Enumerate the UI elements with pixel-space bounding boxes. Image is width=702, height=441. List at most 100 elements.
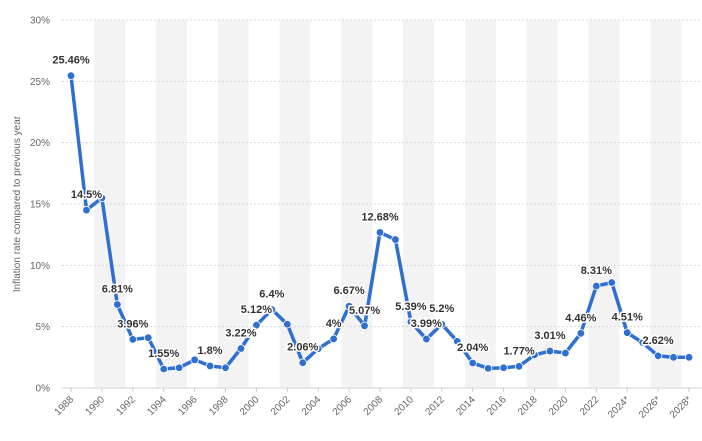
data-point [391, 235, 400, 244]
data-point [283, 320, 292, 329]
data-point [468, 358, 477, 368]
data-point [190, 355, 199, 364]
x-tick-label: 1998 [207, 394, 231, 418]
data-label: 4.46% [565, 312, 596, 324]
data-label: 6.67% [333, 285, 364, 297]
x-tick-label: 2014 [454, 394, 478, 418]
data-point [592, 281, 601, 291]
data-label: 3.22% [225, 328, 256, 340]
x-tick-label: 2020 [547, 394, 571, 418]
x-tick-label: 2000 [238, 394, 262, 418]
data-point [221, 363, 230, 372]
data-point [684, 353, 694, 362]
data-point [530, 350, 539, 360]
data-label: 4% [326, 318, 342, 330]
data-point [174, 363, 184, 372]
data-point [453, 337, 462, 346]
x-tick-label: 2012 [423, 394, 447, 418]
x-tick-label: 1992 [114, 394, 138, 418]
x-tick-label: 2016 [485, 394, 509, 418]
gridlines [62, 19, 702, 389]
data-label: 2.04% [457, 342, 488, 354]
data-label: 3.99% [411, 318, 442, 330]
y-tick-label: 25% [30, 77, 50, 88]
x-tick-label: 2008 [362, 394, 386, 418]
x-tick-label: 2028* [668, 394, 694, 420]
data-point [252, 320, 261, 330]
data-points [66, 71, 694, 374]
data-label: 5.07% [349, 305, 380, 317]
data-point [545, 346, 555, 356]
data-label: 12.68% [361, 211, 399, 223]
data-point [205, 361, 215, 371]
data-point [576, 329, 586, 338]
y-tick-label: 15% [30, 200, 50, 211]
data-point [669, 353, 678, 362]
y-tick-label: 5% [36, 322, 51, 333]
data-label: 25.46% [52, 55, 90, 67]
data-point [406, 317, 416, 327]
data-point [144, 333, 153, 342]
x-tick-label: 2010 [393, 394, 417, 418]
x-tick-label: 2022 [578, 394, 602, 418]
y-tick-label: 30% [30, 16, 50, 27]
x-tick-label: 2024* [606, 394, 632, 420]
x-axis-ticks: 1988 1990 1992 1994 1996 1998 2000 2002 2004 2006… [53, 388, 694, 421]
data-point [437, 320, 446, 329]
data-point [66, 71, 76, 80]
x-tick-label: 1988 [53, 394, 77, 418]
data-point [113, 300, 122, 309]
data-label: 8.31% [581, 265, 612, 277]
data-point [128, 335, 137, 344]
data-point [97, 193, 107, 203]
data-point [422, 334, 431, 344]
data-label: 14.5% [71, 189, 102, 201]
data-point [314, 344, 323, 353]
data-label: 1.8% [198, 345, 223, 357]
data-label: 5.39% [395, 301, 426, 313]
data-label: 5.12% [241, 304, 272, 316]
data-label: 6.81% [102, 283, 133, 295]
data-point [653, 351, 663, 361]
y-tick-label: 0% [36, 384, 51, 395]
data-point [360, 321, 369, 331]
data-label: 1.55% [148, 348, 179, 360]
data-label: 5.2% [429, 303, 454, 315]
data-point [159, 364, 168, 374]
y-axis-ticks: 0% 5% 10% 15% 20% 25% 30% [30, 16, 50, 395]
data-point [329, 334, 338, 344]
data-point [638, 338, 647, 347]
y-axis-label: Inflation rate compared to previous year [12, 115, 23, 292]
data-label: 1.77% [503, 345, 534, 357]
data-labels: 25.46% 14.5% 6.81% 3.96% 1.55% 1.8%3.22% 5.12%… [51, 53, 676, 361]
data-point [267, 305, 277, 314]
x-tick-label: 1990 [84, 394, 108, 418]
x-tick-label: 1996 [176, 394, 200, 418]
data-label: 2.06% [287, 342, 318, 354]
data-point [607, 278, 616, 287]
x-tick-label: 2026* [637, 394, 663, 420]
data-point [514, 362, 524, 371]
data-point [561, 348, 570, 358]
data-point [499, 363, 508, 372]
data-label: 3.96% [117, 318, 148, 330]
data-point [623, 328, 632, 337]
data-point [236, 344, 246, 353]
data-point [82, 205, 91, 215]
data-point [483, 364, 493, 373]
data-label: 2.62% [642, 335, 673, 347]
data-point [298, 358, 307, 367]
y-tick-label: 20% [30, 138, 50, 149]
data-label: 4.51% [612, 312, 643, 324]
x-tick-label: 2018 [516, 394, 540, 418]
data-label: 3.01% [534, 330, 565, 342]
data-label: 6.4% [259, 288, 284, 300]
x-tick-label: 1994 [145, 394, 169, 418]
x-tick-label: 2006 [331, 394, 355, 418]
y-tick-label: 10% [30, 261, 50, 272]
data-point [344, 301, 354, 311]
x-tick-label: 2004 [300, 394, 324, 418]
data-point [375, 228, 385, 237]
x-tick-label: 2002 [269, 394, 293, 418]
